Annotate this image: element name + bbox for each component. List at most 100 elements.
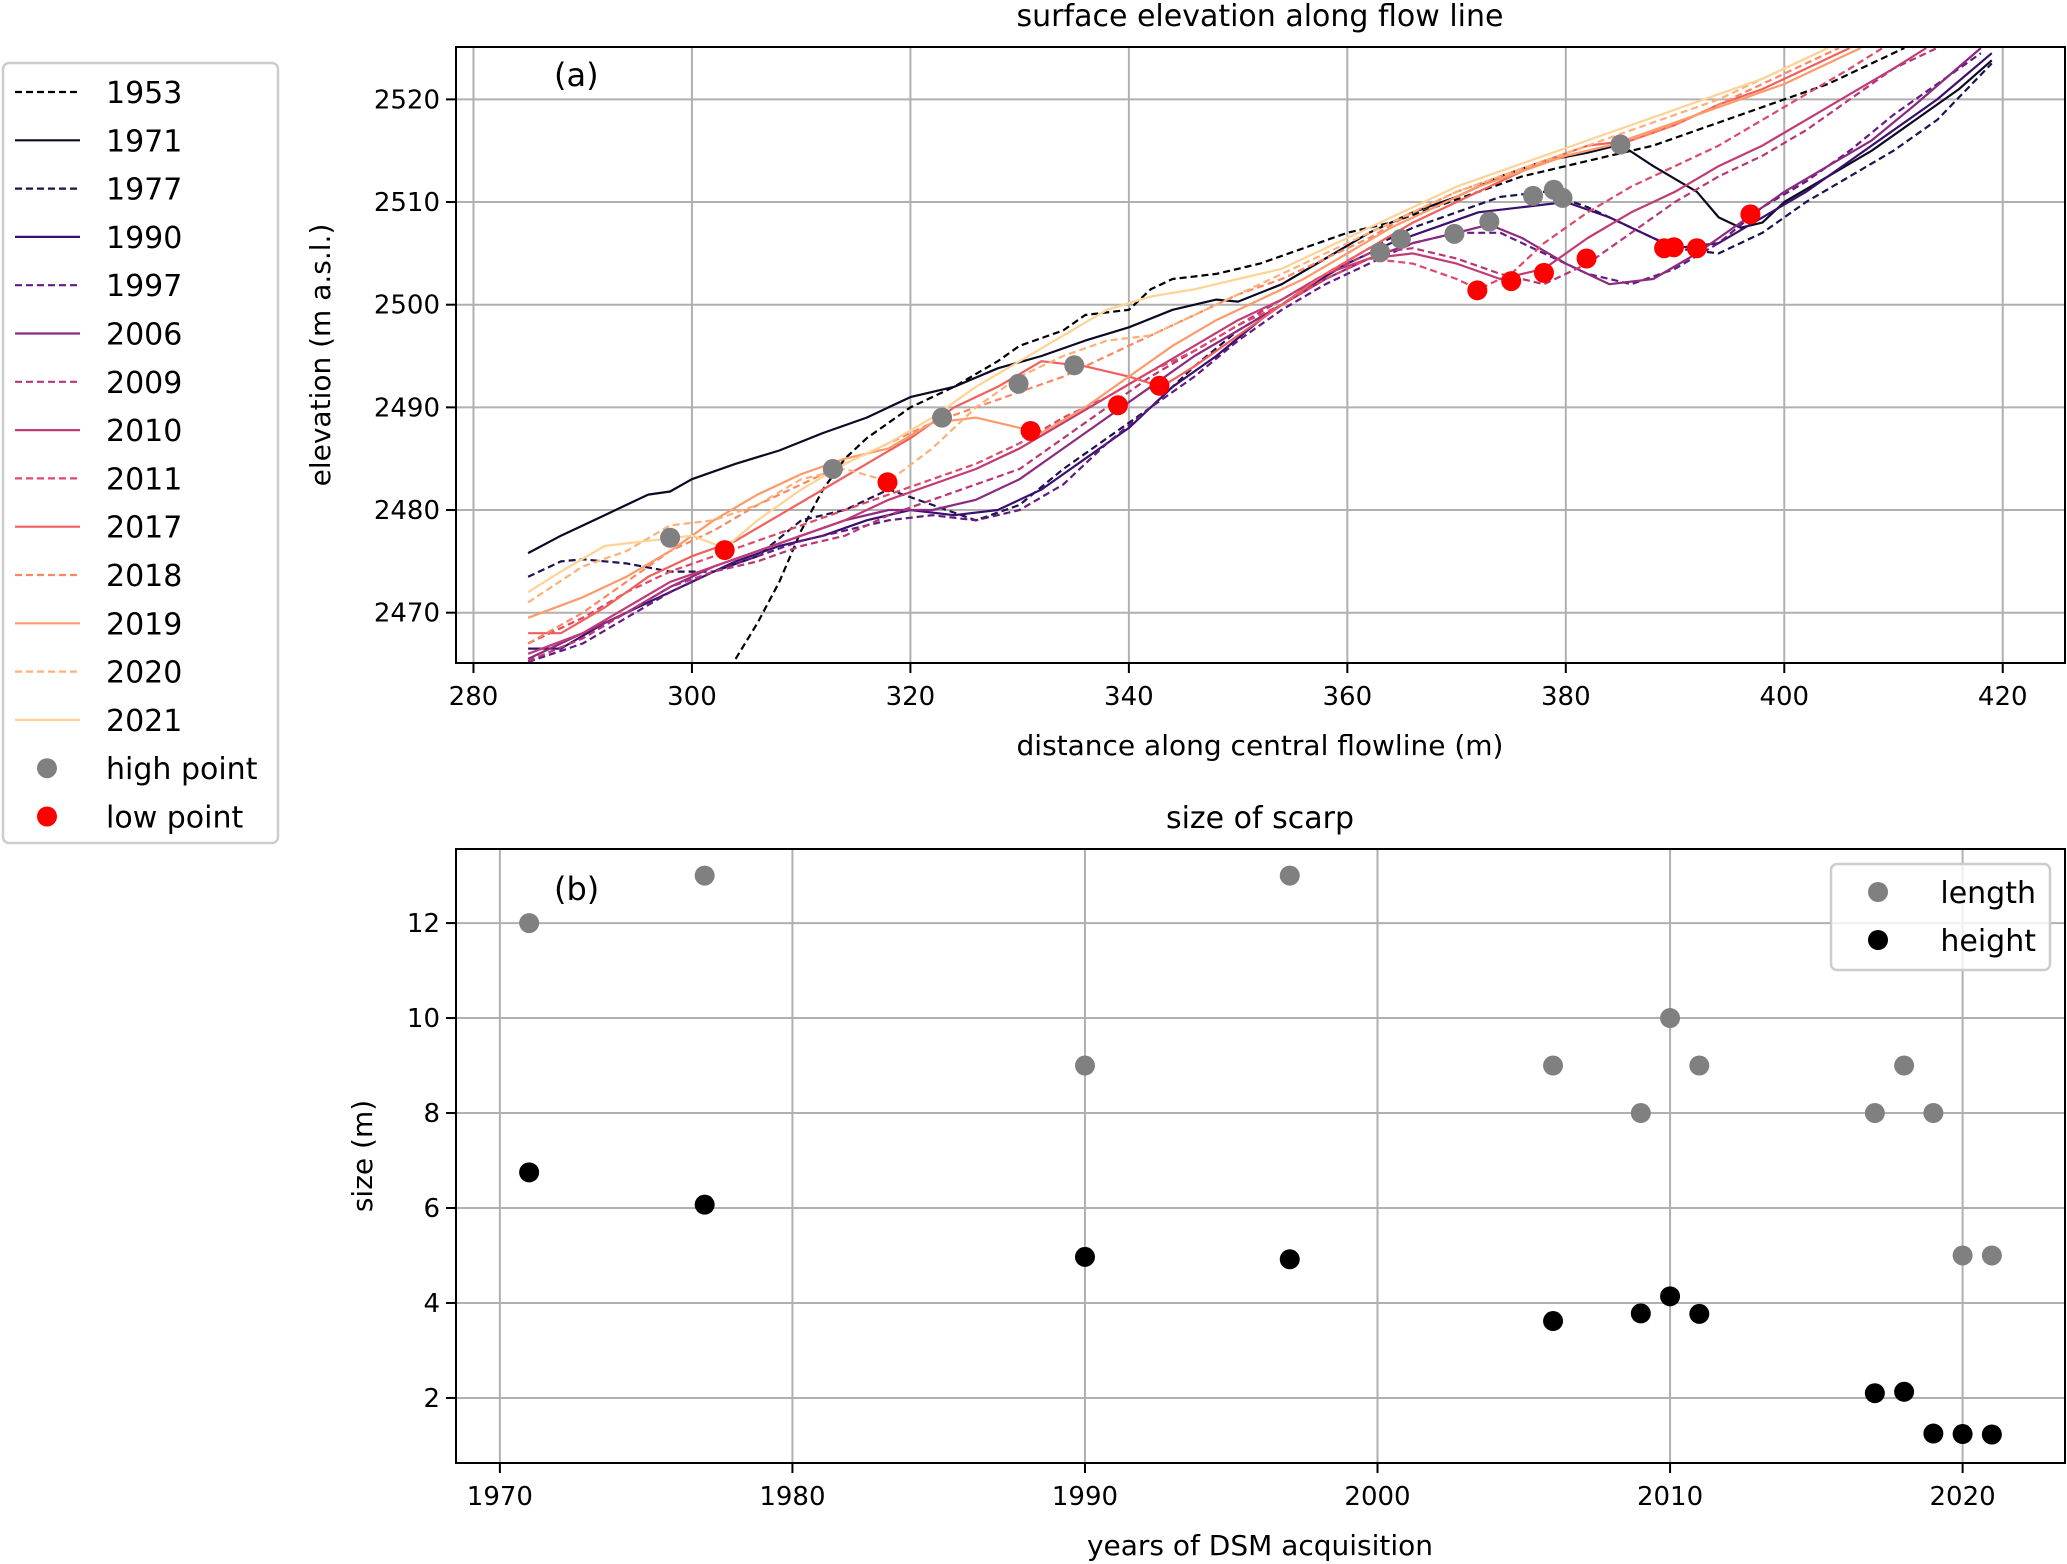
high-point-legend-marker bbox=[37, 758, 57, 779]
legend-label: 2021 bbox=[106, 704, 182, 739]
low-point-marker bbox=[1686, 238, 1707, 259]
x-tick-label: 2010 bbox=[1637, 1482, 1703, 1512]
length-legend-marker bbox=[1868, 882, 1888, 902]
high-point-marker bbox=[660, 527, 681, 548]
legend-label: 2017 bbox=[106, 511, 182, 546]
height-point bbox=[1923, 1423, 1944, 1444]
x-tick-label: 420 bbox=[1978, 682, 2028, 712]
length-point bbox=[1689, 1055, 1710, 1076]
series-line-1953 bbox=[734, 47, 1905, 660]
height-point bbox=[694, 1194, 715, 1215]
legend-label: 1990 bbox=[106, 221, 182, 256]
x-tick-label: 280 bbox=[449, 682, 499, 712]
length-point bbox=[1279, 865, 1300, 886]
panel-b-grid bbox=[456, 849, 2065, 1463]
length-point bbox=[1543, 1055, 1564, 1076]
panel-a-x-ticks: 280 300 320 340 360 380 400 420 bbox=[449, 663, 2028, 712]
high-point-marker bbox=[1444, 223, 1465, 244]
low-point-marker bbox=[1020, 420, 1041, 441]
high-point-marker bbox=[1064, 355, 1085, 376]
panel-a-points bbox=[660, 134, 1761, 561]
legend-label: 1977 bbox=[106, 173, 182, 208]
panel-a-grid bbox=[456, 47, 2065, 663]
high-point-marker bbox=[1610, 134, 1631, 155]
panel-a-y-ticks: 2470 2480 2490 2500 2510 2520 bbox=[374, 85, 456, 629]
high-point-marker bbox=[1008, 373, 1029, 394]
length-point bbox=[1074, 1055, 1095, 1076]
low-point-marker bbox=[1467, 280, 1488, 301]
low-point-marker bbox=[1576, 248, 1597, 269]
y-tick-label: 2500 bbox=[374, 291, 440, 321]
high-point-marker bbox=[932, 407, 953, 428]
height-point bbox=[1894, 1381, 1915, 1402]
length-point bbox=[1894, 1055, 1915, 1076]
height-legend-marker bbox=[1868, 930, 1888, 950]
legend-label: 2019 bbox=[106, 607, 182, 642]
legend-label: 1971 bbox=[106, 124, 182, 159]
height-point bbox=[1074, 1246, 1095, 1267]
low-point-legend-marker bbox=[37, 806, 57, 827]
low-point-marker bbox=[714, 540, 735, 561]
length-point bbox=[519, 913, 540, 934]
panel-a-frame bbox=[455, 46, 2066, 664]
legend-label: 2009 bbox=[106, 366, 182, 401]
panel-b-points bbox=[519, 865, 2002, 1445]
series-line-2020 bbox=[527, 47, 1829, 604]
height-point bbox=[519, 1162, 540, 1183]
y-tick-label: 10 bbox=[407, 1004, 440, 1034]
panel-b-x-ticks: 1970 1980 1990 2000 2010 2020 bbox=[467, 1463, 1996, 1512]
series-line-1997 bbox=[527, 52, 1982, 663]
panel-a-lines bbox=[527, 47, 1993, 663]
high-point-marker bbox=[1552, 187, 1573, 208]
x-tick-label: 360 bbox=[1323, 682, 1373, 712]
panel-a: surface elevation along flow line 280 300… bbox=[304, 0, 2066, 762]
legend-label: 2018 bbox=[106, 559, 182, 594]
panel-b: size of scarp 1970 1980 1990 2000 2010 2020 2… bbox=[346, 801, 2066, 1562]
y-tick-label: 4 bbox=[423, 1289, 440, 1319]
panel-b-x-axis-label: years of DSM acquisition bbox=[1087, 1529, 1433, 1562]
x-tick-label: 1990 bbox=[1052, 1482, 1118, 1512]
series-line-2019 bbox=[527, 47, 1862, 619]
low-point-marker bbox=[1533, 262, 1554, 283]
x-tick-label: 2020 bbox=[1930, 1482, 1996, 1512]
y-tick-label: 2490 bbox=[374, 393, 440, 423]
low-point-marker bbox=[1149, 375, 1170, 396]
height-point bbox=[1981, 1424, 2002, 1445]
legend-label: 2010 bbox=[106, 414, 182, 449]
length-point bbox=[1923, 1103, 1944, 1124]
panel-b-legend: length height bbox=[1829, 862, 2052, 972]
y-tick-label: 2470 bbox=[374, 599, 440, 629]
x-tick-label: 1970 bbox=[467, 1482, 533, 1512]
height-point bbox=[1952, 1424, 1973, 1445]
y-tick-label: 12 bbox=[407, 909, 440, 939]
panel-a-y-axis-label: elevation (m a.s.l.) bbox=[304, 224, 337, 487]
length-point bbox=[1952, 1245, 1973, 1266]
legend-label: high point bbox=[106, 752, 258, 787]
panel-a-legend: 1953 1971 1977 1990 1997 2006 2009 2010 2011 2017… bbox=[1, 61, 280, 845]
legend-label: 2020 bbox=[106, 656, 182, 691]
x-tick-label: 1980 bbox=[759, 1482, 825, 1512]
height-point bbox=[1543, 1311, 1564, 1332]
high-point-marker bbox=[1390, 228, 1411, 249]
y-tick-label: 2480 bbox=[374, 496, 440, 526]
panel-b-y-ticks: 2 4 6 8 10 12 bbox=[407, 909, 456, 1414]
length-point bbox=[1981, 1245, 2002, 1266]
series-line-2006 bbox=[527, 47, 1982, 660]
panel-b-label: (b) bbox=[554, 870, 599, 908]
panel-a-x-axis-label: distance along central flowline (m) bbox=[1017, 729, 1504, 762]
x-tick-label: 340 bbox=[1104, 682, 1154, 712]
panel-b-y-axis-label: size (m) bbox=[346, 1100, 379, 1212]
x-tick-label: 300 bbox=[667, 682, 717, 712]
x-tick-label: 2000 bbox=[1344, 1482, 1410, 1512]
y-tick-label: 2510 bbox=[374, 188, 440, 218]
legend-label: 2011 bbox=[106, 462, 182, 497]
low-point-marker bbox=[1663, 237, 1684, 258]
height-point bbox=[1689, 1303, 1710, 1324]
x-tick-label: 320 bbox=[886, 682, 936, 712]
height-point bbox=[1279, 1249, 1300, 1270]
legend-label: 1997 bbox=[106, 269, 182, 304]
series-line-1971 bbox=[527, 59, 1993, 555]
length-point bbox=[1864, 1103, 1885, 1124]
low-point-marker bbox=[1107, 395, 1128, 416]
x-tick-label: 380 bbox=[1541, 682, 1591, 712]
